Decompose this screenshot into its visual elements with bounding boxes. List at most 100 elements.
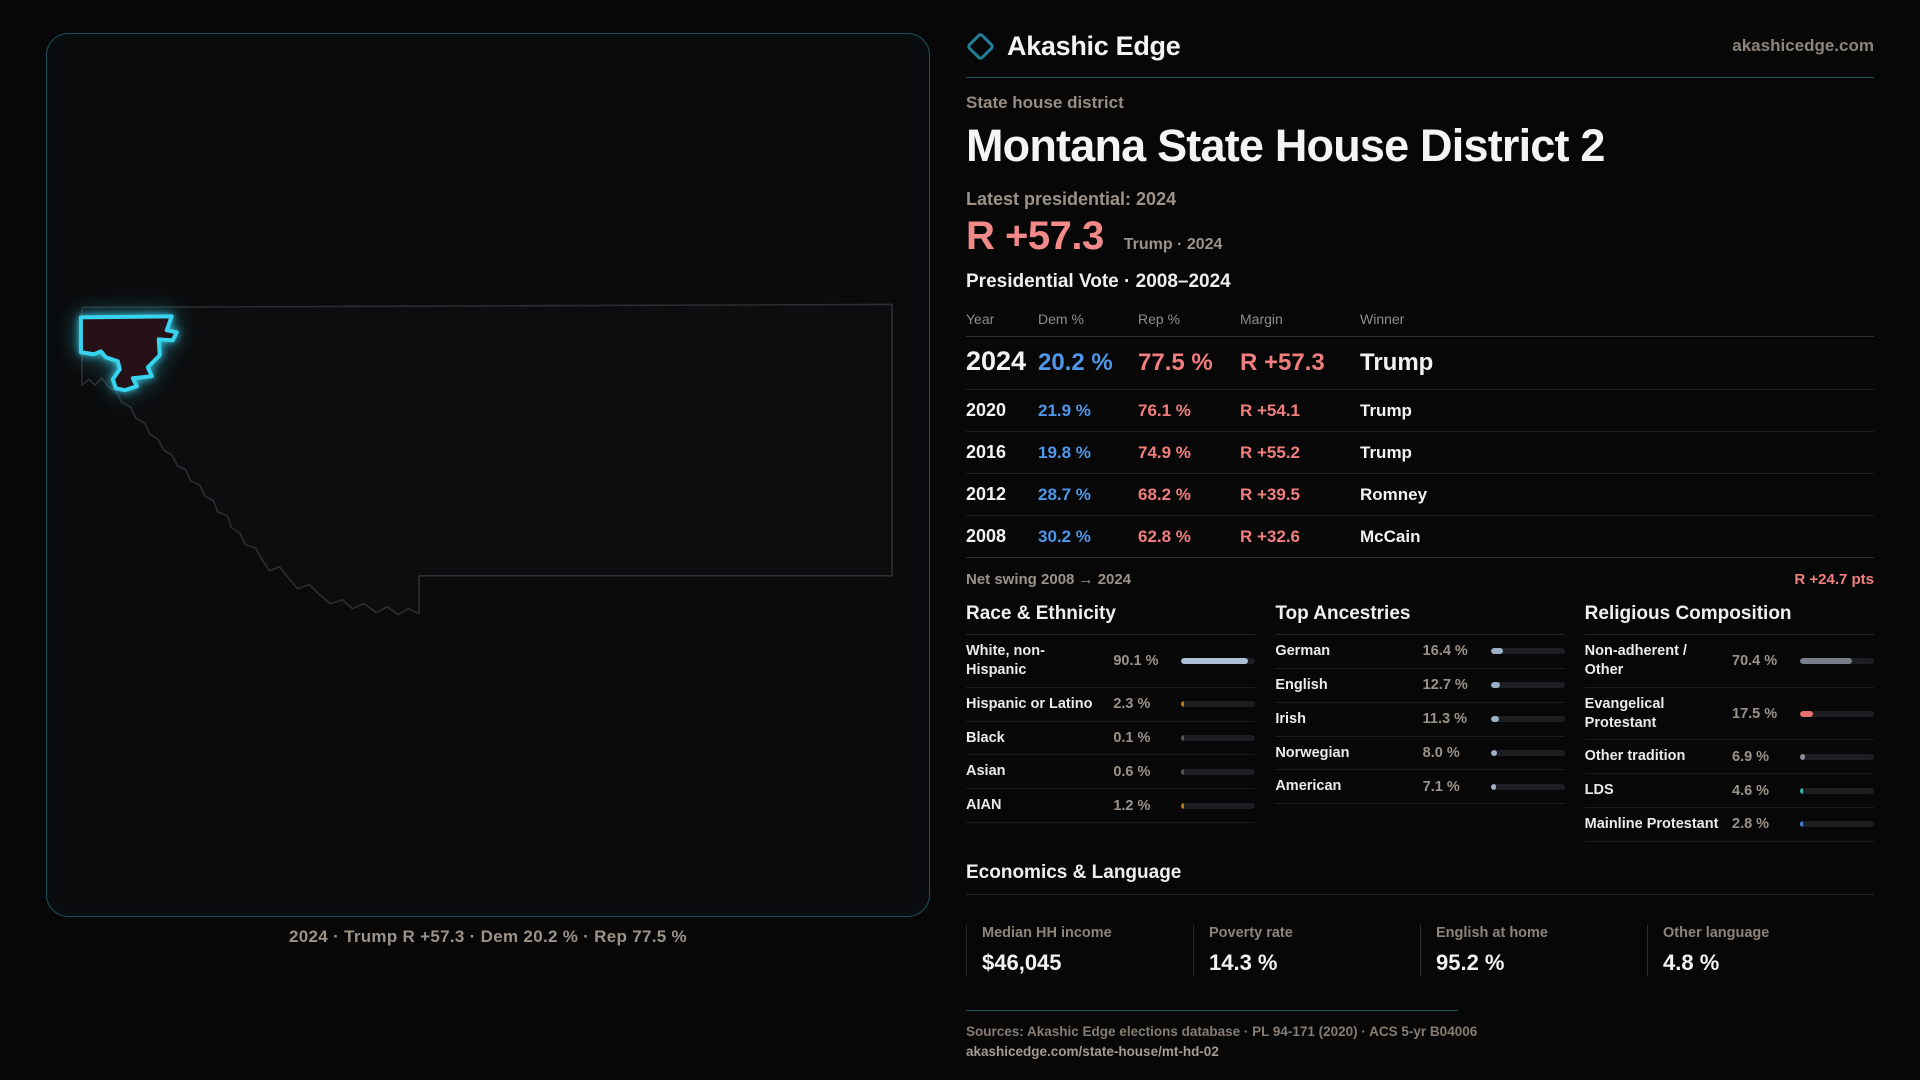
net-swing-row: Net swing 2008 → 2024 R +24.7 pts [966,558,1874,588]
latest-presidential-label: Latest presidential: 2024 [966,189,1177,209]
demo-bar [1181,802,1256,809]
winner-cell: Trump [1360,349,1434,376]
winner-cell: Romney [1360,485,1428,504]
header-divider [966,77,1874,78]
demo-label: American [1275,778,1342,795]
demo-label: Evangelical Protestant [1584,695,1665,731]
col-winner: Winner [1360,311,1405,327]
economics-section: Economics & Language Median HH income $4… [966,862,1874,976]
demo-value: 7.1 % [1422,778,1460,795]
demo-bar [1800,787,1874,794]
demo-bar [1181,701,1256,708]
section-title: Top Ancestries [1275,603,1565,635]
demo-row: German 16.4 % [1275,635,1565,669]
demo-row: LDS 4.6 % [1584,774,1874,809]
demo-value: 11.3 % [1422,711,1467,728]
page-title: Montana State House District 2 [966,120,1605,171]
winner-cell: McCain [1360,527,1421,546]
vote-table-header: Year Dem % Rep % Margin Winner [966,303,1874,337]
margin-cell: R +57.3 [1240,349,1325,376]
demo-row: AIAN 1.2 % [966,789,1256,824]
demo-bar [1490,783,1565,790]
table-row: 2020 21.9 % 76.1 % R +54.1 Trump [966,390,1874,432]
demo-value: 70.4 % [1732,652,1778,669]
year-cell: 2016 [966,442,1007,462]
rep-cell: 62.8 % [1138,527,1191,546]
stat-value: 95.2 % [1436,949,1505,975]
section-title: Economics & Language [966,862,1874,895]
demo-value: 0.1 % [1113,729,1151,746]
stat-label: Other language [1663,924,1770,941]
district-map-panel [46,33,930,917]
demo-row: Hispanic or Latino 2.3 % [966,688,1256,722]
stat-label: Median HH income [982,924,1112,941]
section-title: Religious Composition [1584,603,1874,635]
demo-value: 2.8 % [1732,816,1770,833]
stat-median-income: Median HH income $46,045 [966,924,1193,976]
demographics-grid: Race & Ethnicity White, non-Hispanic 90.… [966,603,1874,842]
rep-cell: 76.1 % [1138,401,1191,420]
year-cell: 2020 [966,400,1007,420]
demo-row: Evangelical Protestant 17.5 % [1584,688,1874,741]
demo-row: White, non-Hispanic 90.1 % [966,635,1256,688]
demo-label: Mainline Protestant [1584,816,1719,833]
table-row: 2012 28.7 % 68.2 % R +39.5 Romney [966,474,1874,516]
demo-label: Irish [1275,710,1306,727]
demo-row: Norwegian 8.0 % [1275,737,1565,771]
demo-label: Other tradition [1584,748,1686,765]
demo-row: English 12.7 % [1275,669,1565,703]
headline: R +57.3 Trump · 2024 [966,214,1874,259]
district-2-shape[interactable] [78,314,179,393]
demo-bar [1800,821,1874,828]
demo-value: 17.5 % [1732,705,1778,722]
dem-cell: 28.7 % [1038,485,1091,504]
stat-label: Poverty rate [1209,924,1293,941]
dem-cell: 20.2 % [1038,349,1113,376]
demo-label: English [1275,676,1328,693]
demo-label: LDS [1584,782,1614,799]
vote-table-title: Presidential Vote · 2008–2024 [966,271,1231,292]
montana-state-outline [81,303,893,616]
year-cell: 2012 [966,484,1007,504]
permalink[interactable]: akashicedge.com/state-house/mt-hd-02 [966,1043,1219,1059]
demo-value: 90.1 % [1113,652,1159,669]
table-row: 2016 19.8 % 74.9 % R +55.2 Trump [966,432,1874,474]
table-row: 2008 30.2 % 62.8 % R +32.6 McCain [966,516,1874,558]
race-ethnicity-section: Race & Ethnicity White, non-Hispanic 90.… [966,603,1256,842]
demo-row: Irish 11.3 % [1275,703,1565,737]
demo-value: 4.6 % [1732,782,1770,799]
demo-bar [1490,749,1565,756]
demo-label: Norwegian [1275,744,1350,761]
stat-value: 4.8 % [1663,949,1720,975]
religious-composition-section: Religious Composition Non-adherent / Oth… [1584,603,1874,842]
demo-label: White, non-Hispanic [966,643,1045,678]
demo-label: German [1275,643,1331,659]
stat-english-at-home: English at home 95.2 % [1420,924,1647,976]
vote-table: Year Dem % Rep % Margin Winner 2024 20.2… [966,303,1874,558]
margin-cell: R +32.6 [1240,527,1301,546]
stat-label: English at home [1436,924,1548,941]
demo-label: Non-adherent / Other [1584,643,1687,678]
demo-row: American 7.1 % [1275,770,1565,805]
demo-value: 6.9 % [1732,748,1770,765]
rep-cell: 74.9 % [1138,443,1191,462]
sources-text: Sources: Akashic Edge elections database… [966,1023,1478,1039]
margin-cell: R +39.5 [1240,485,1301,504]
brand-domain-link[interactable]: akashicedge.com [1732,36,1874,55]
demo-value: 16.4 % [1422,643,1468,660]
demo-label: AIAN [966,797,1002,814]
brand: Akashic Edge [965,31,1181,62]
demo-value: 2.3 % [1113,696,1151,713]
demo-bar [1800,657,1874,664]
demo-bar [1181,657,1256,664]
year-cell: 2024 [966,346,1027,376]
headline-context: Trump · 2024 [1123,236,1223,253]
header: Akashic Edge akashicedge.com [965,26,1874,66]
demo-bar [1490,648,1565,655]
headline-margin: R +57.3 [966,214,1104,258]
demo-value: 1.2 % [1113,797,1151,814]
stat-value: 14.3 % [1209,949,1278,975]
demo-bar [1800,710,1874,717]
map-caption: 2024 · Trump R +57.3 · Dem 20.2 % · Rep … [289,927,687,946]
